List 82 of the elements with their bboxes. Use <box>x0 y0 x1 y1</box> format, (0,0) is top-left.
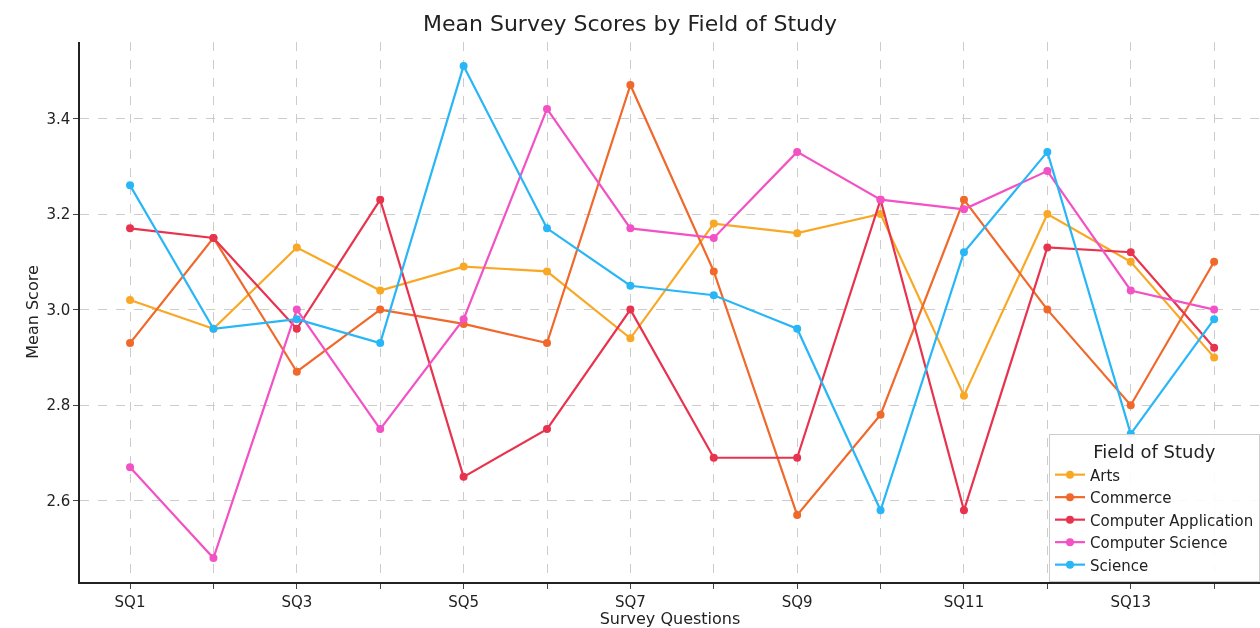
point <box>126 296 135 305</box>
point <box>209 554 218 563</box>
y-tick-label: 3.4 <box>46 109 71 128</box>
point <box>626 281 635 290</box>
x-tick-label: SQ9 <box>781 592 813 611</box>
point <box>793 147 802 156</box>
point <box>376 305 385 314</box>
point <box>459 262 468 271</box>
point <box>126 224 135 233</box>
legend-label: Computer Application <box>1090 511 1254 530</box>
point <box>543 339 551 348</box>
x-tick-label: SQ1 <box>114 592 146 611</box>
point <box>1210 343 1219 352</box>
point <box>959 248 968 257</box>
point <box>709 233 718 242</box>
point <box>793 453 802 462</box>
point <box>709 453 718 462</box>
point <box>793 324 802 333</box>
point <box>626 305 635 314</box>
point <box>876 506 885 515</box>
point <box>1126 257 1135 266</box>
point <box>1210 257 1219 266</box>
y-axis-title: Mean Score <box>22 265 42 359</box>
point <box>376 286 385 295</box>
point <box>1043 210 1052 219</box>
point <box>376 425 385 434</box>
point <box>959 391 968 400</box>
point <box>126 339 135 348</box>
point <box>793 511 802 520</box>
x-axis-title: Survey Questions <box>599 609 741 628</box>
point <box>1126 286 1135 295</box>
chart-title: Mean Survey Scores by Field of Study <box>423 11 837 37</box>
point <box>376 195 385 204</box>
point <box>292 367 301 376</box>
legend-label: Computer Science <box>1090 534 1228 552</box>
x-tick-label: SQ11 <box>943 592 985 611</box>
point <box>543 267 551 276</box>
point <box>959 195 968 204</box>
point <box>459 315 468 324</box>
x-tick-label: SQ13 <box>1110 592 1151 611</box>
point <box>626 81 635 90</box>
legend-label: Arts <box>1090 466 1121 485</box>
y-tick-label: 2.6 <box>46 492 71 511</box>
legend-label: Science <box>1090 556 1149 575</box>
point <box>1043 167 1052 176</box>
point <box>1126 401 1135 410</box>
y-tick-label: 2.8 <box>46 396 71 415</box>
point <box>1043 147 1052 156</box>
point <box>626 334 635 343</box>
point <box>1210 353 1219 362</box>
legend-title: Field of Study <box>1093 441 1216 463</box>
x-tick-label: SQ5 <box>448 592 480 611</box>
point <box>376 339 385 348</box>
point <box>1043 243 1052 252</box>
point <box>543 224 551 233</box>
x-tick-label: SQ7 <box>614 592 646 611</box>
point <box>292 324 301 333</box>
point <box>459 61 468 70</box>
y-tick-label: 3.0 <box>46 300 71 319</box>
point <box>959 205 968 214</box>
legend-label: Commerce <box>1090 489 1172 507</box>
point <box>1210 315 1219 324</box>
point <box>292 243 301 252</box>
point <box>709 291 718 300</box>
point <box>709 267 718 276</box>
point <box>1043 305 1052 314</box>
point <box>959 506 968 515</box>
point <box>793 229 802 238</box>
point <box>459 472 468 481</box>
point <box>126 181 135 190</box>
point <box>543 104 551 113</box>
point <box>292 305 301 314</box>
point <box>1126 248 1135 257</box>
point <box>292 315 301 324</box>
point <box>709 219 718 228</box>
point <box>543 425 551 434</box>
y-tick-label: 3.2 <box>46 205 71 224</box>
point <box>876 410 885 419</box>
x-tick-label: SQ3 <box>281 592 313 611</box>
point <box>126 463 135 472</box>
point <box>626 224 635 233</box>
point <box>1210 305 1219 314</box>
